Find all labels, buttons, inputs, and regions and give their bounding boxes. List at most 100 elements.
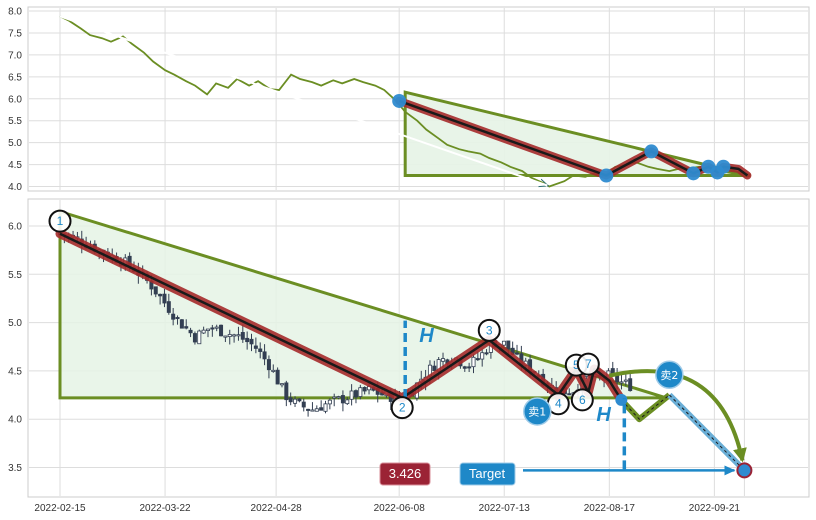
- candle-body: [441, 358, 446, 362]
- overview-y-ticks: 8.0 7.5 7.0 6.5 6.0 5.5 5.0 4.5 4.0: [8, 7, 22, 194]
- sell-marker-label: 卖1: [528, 405, 546, 418]
- candle-body: [214, 326, 219, 329]
- target-annotation: 3.426 Target: [379, 462, 736, 486]
- candle-body: [153, 286, 158, 295]
- overview-pivot-dot: [716, 159, 731, 174]
- target-dot: [736, 462, 753, 479]
- candle-body: [227, 334, 232, 337]
- candle-body: [266, 359, 271, 371]
- x-tick-label: 2022-02-15: [34, 503, 86, 514]
- detail-y-tick: 6.0: [8, 222, 22, 233]
- candle-body: [306, 408, 311, 411]
- candle-body: [362, 386, 367, 392]
- candle-body: [323, 403, 328, 412]
- candle-body: [340, 395, 345, 404]
- x-tick-label: 2022-08-17: [584, 503, 636, 514]
- detail-y-tick: 5.5: [8, 270, 22, 281]
- candle-body: [501, 340, 506, 346]
- candle-body: [284, 382, 289, 401]
- overview-y-tick: 4.0: [8, 182, 22, 193]
- detail-triangle-shape: [58, 209, 667, 400]
- candle-body: [219, 324, 224, 337]
- candle-body: [245, 337, 250, 343]
- overview-y-tick: 5.0: [8, 138, 22, 149]
- target-price-box: [379, 462, 431, 486]
- candle-body: [249, 338, 254, 345]
- candle-body: [253, 345, 258, 349]
- overview-panel: 8.0 7.5 7.0 6.5 6.0 5.5 5.0 4.5 4.0: [8, 6, 810, 194]
- candle-body: [197, 330, 202, 345]
- candle-body: [619, 381, 624, 384]
- projection-curve-arrow: [608, 369, 747, 463]
- candle-body: [515, 352, 520, 355]
- x-tick-label: 2022-06-08: [374, 503, 426, 514]
- candle-body: [332, 396, 337, 399]
- pivot-label: 4: [555, 397, 562, 411]
- height-label: H: [596, 404, 611, 426]
- overview-y-tick: 4.5: [8, 160, 22, 171]
- x-tick-label: 2022-04-28: [251, 503, 303, 514]
- candle-body: [275, 369, 280, 385]
- projection-path-green-dash: [620, 394, 670, 420]
- candle-body: [297, 398, 302, 402]
- pivot-circle: [390, 396, 414, 420]
- candle-body: [205, 328, 210, 331]
- detail-y-tick: 5.0: [8, 318, 22, 329]
- overview-y-tick: 8.0: [8, 7, 22, 18]
- pivot-label: 1: [57, 214, 64, 228]
- candle-body: [462, 366, 467, 369]
- target-box: [459, 462, 516, 486]
- pivot-label: 3: [486, 323, 493, 337]
- overview-grid: [29, 8, 808, 190]
- candle-body: [210, 327, 215, 330]
- detail-y-tick: 4.5: [8, 366, 22, 377]
- overview-y-tick: 5.5: [8, 116, 22, 127]
- detail-pivots: 1 2 3 4 5 6 7: [48, 209, 600, 420]
- candle-body: [158, 293, 163, 297]
- candle-body: [236, 334, 241, 337]
- candle-body: [301, 401, 306, 408]
- candle-body: [171, 313, 176, 320]
- candle-body: [353, 390, 358, 398]
- x-tick-label: 2022-09-21: [689, 503, 741, 514]
- candle-body: [314, 408, 319, 412]
- pivot-label: 2: [399, 401, 406, 415]
- candle-body: [345, 399, 350, 405]
- projection-path-blue: [667, 392, 747, 473]
- candle-body: [349, 390, 354, 400]
- candle-body: [223, 335, 228, 338]
- overview-pivot-dot: [686, 166, 701, 181]
- candle-body: [327, 399, 332, 405]
- pivot-label: 6: [579, 393, 586, 407]
- sell-marker-label: 卖2: [660, 369, 678, 382]
- candle-body: [166, 301, 171, 313]
- overview-y-tick: 7.0: [8, 50, 22, 61]
- candle-body: [258, 348, 263, 352]
- candle-body: [506, 340, 511, 350]
- candle-body: [358, 387, 363, 397]
- detail-y-ticks: 6.0 5.5 5.0 4.5 4.0 3.5: [8, 222, 22, 475]
- overview-trend-arrow-inner: [59, 15, 548, 187]
- detail-projection: [608, 369, 753, 479]
- candle-body: [471, 356, 476, 368]
- candle-body: [293, 398, 298, 404]
- candle-body: [262, 351, 267, 360]
- detail-x-ticks: 2022-02-15 2022-03-22 2022-04-28 2022-06-08…: [34, 503, 740, 514]
- overview-pivot-dot: [644, 144, 659, 159]
- candle-body: [475, 358, 480, 361]
- candle-body: [192, 333, 197, 343]
- candle-body: [480, 352, 485, 360]
- candle-body: [279, 383, 284, 386]
- sell-markers: 卖1 卖2: [523, 360, 684, 426]
- detail-y-tick: 3.5: [8, 463, 22, 474]
- pivot-circle: [48, 209, 72, 233]
- x-tick-label: 2022-03-22: [139, 503, 191, 514]
- candle-body: [467, 366, 472, 369]
- target-price-label: 3.426: [389, 466, 422, 481]
- overview-y-tick: 6.0: [8, 94, 22, 105]
- sell-marker-circle: [523, 397, 552, 426]
- overview-y-tick: 7.5: [8, 28, 22, 39]
- detail-y-tick: 4.0: [8, 415, 22, 426]
- height-label: H: [419, 325, 434, 347]
